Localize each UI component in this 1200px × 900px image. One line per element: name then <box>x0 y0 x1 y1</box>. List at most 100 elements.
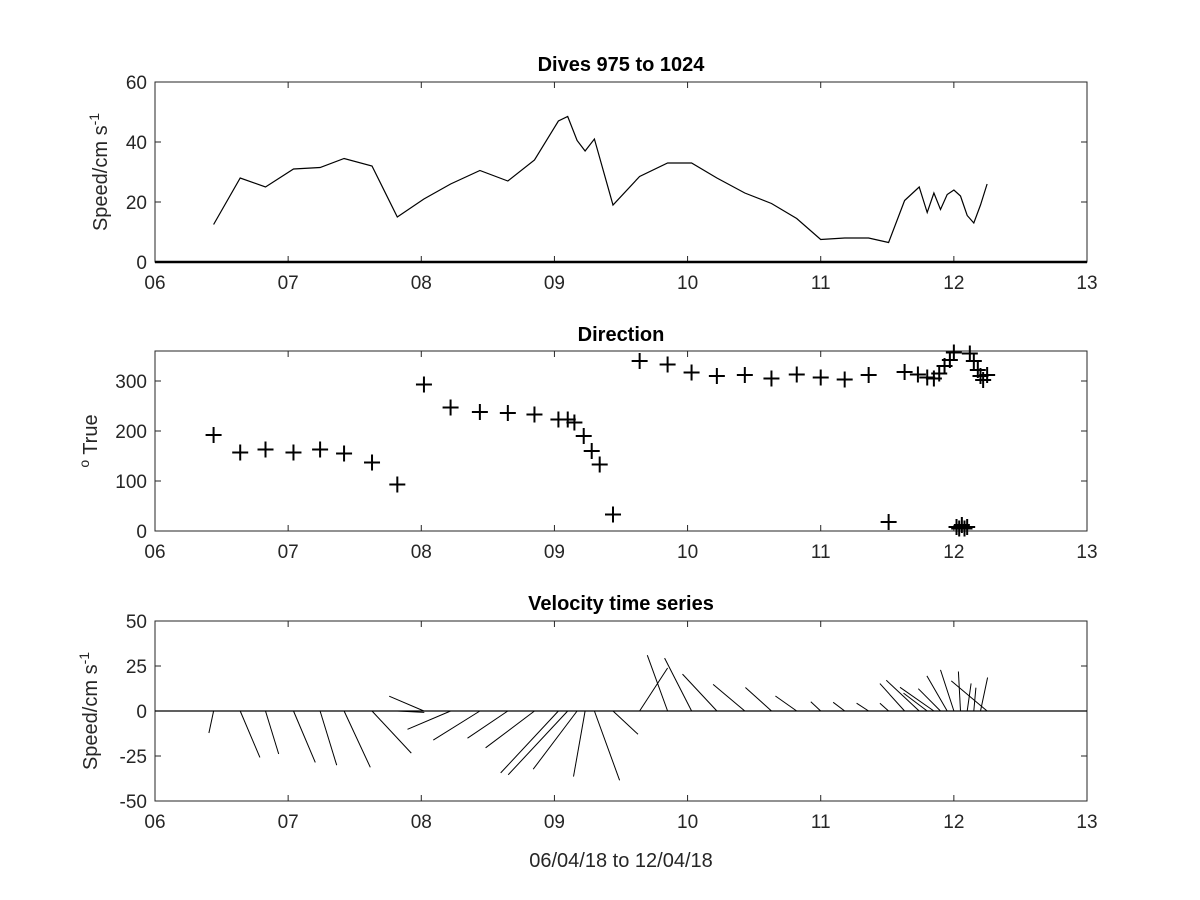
speed-ticks: 06 07 08 09 10 11 12 13 0 20 40 60 <box>126 73 1098 294</box>
direction-x-tick-label: 07 <box>278 542 299 563</box>
velocity-velocity-stick <box>433 710 481 741</box>
velocity-x-tick-label: 10 <box>677 812 698 833</box>
velocity-velocity-stick <box>957 671 961 712</box>
velocity-x-tick-label: 06 <box>144 812 165 833</box>
direction-plus-marker <box>631 353 648 369</box>
direction-plus-marker <box>285 444 302 461</box>
speed-chart-title: Dives 975 to 1024 <box>538 54 706 76</box>
direction-plus-marker <box>836 371 853 388</box>
velocity-chart-title: Velocity time series <box>528 593 714 615</box>
velocity-x-tick-label: 09 <box>544 812 565 833</box>
direction-panel: Direction 06 07 08 09 10 11 12 13 0 100 200 300 o Tr… <box>76 324 1098 563</box>
velocity-velocity-stick <box>682 673 718 712</box>
direction-plus-marker <box>364 454 381 471</box>
direction-plus-marker <box>559 411 576 428</box>
velocity-velocity-stick <box>810 701 822 712</box>
speed-y-axis-label: Speed/cm s-1 <box>86 113 112 231</box>
velocity-velocity-stick <box>980 677 989 712</box>
velocity-velocity-stick <box>903 692 928 712</box>
velocity-velocity-stick <box>500 710 559 774</box>
direction-chart-title: Direction <box>578 324 665 346</box>
direction-y-axis-label-base: True <box>80 414 102 454</box>
direction-x-tick-label: 13 <box>1076 542 1097 563</box>
direction-plus-marker <box>959 519 976 535</box>
velocity-y-tick-label: -25 <box>120 747 147 768</box>
direction-plus-marker <box>583 443 600 459</box>
speed-x-tick-label: 13 <box>1076 273 1097 294</box>
velocity-y-tick-label: 0 <box>136 702 147 723</box>
direction-plus-marker <box>736 367 753 383</box>
velocity-velocity-stick <box>639 667 669 712</box>
velocity-velocity-stick <box>950 680 988 712</box>
direction-y-tick-label: 100 <box>115 472 147 493</box>
direction-plus-marker <box>232 444 249 461</box>
velocity-velocity-stick <box>612 710 639 735</box>
velocity-velocity-stick <box>775 695 797 712</box>
velocity-y-tick-label: 50 <box>126 612 147 633</box>
direction-plus-marker <box>257 441 274 458</box>
speed-y-axis-label-sup: -1 <box>86 113 102 126</box>
velocity-x-tick-label: 07 <box>278 812 299 833</box>
speed-x-tick-label: 12 <box>943 273 964 294</box>
direction-x-tick-label: 12 <box>943 542 964 563</box>
direction-plus-marker <box>471 404 488 420</box>
velocity-velocity-stick <box>973 687 977 712</box>
direction-plus-marker <box>575 428 592 444</box>
velocity-velocity-stick <box>712 684 746 712</box>
direction-plus-marker <box>708 368 725 384</box>
velocity-velocity-stick <box>532 710 578 770</box>
velocity-velocity-stick <box>507 710 569 776</box>
velocity-y-tick-label: 25 <box>126 657 147 678</box>
direction-plus-marker <box>683 364 700 381</box>
speed-x-tick-label: 06 <box>144 273 165 294</box>
direction-plus-marker <box>909 366 926 383</box>
velocity-velocity-stick <box>397 710 425 713</box>
velocity-velocity-stick <box>573 710 586 777</box>
velocity-velocity-stick <box>407 710 451 730</box>
speed-x-tick-label: 08 <box>411 273 432 294</box>
direction-plus-marker <box>979 367 996 383</box>
direction-y-tick-label: 300 <box>115 372 147 393</box>
direction-plus-marker <box>591 456 608 473</box>
velocity-panel: Velocity time series 06 07 08 09 10 11 12 13 -50… <box>76 593 1098 872</box>
velocity-velocity-stick <box>389 695 425 712</box>
velocity-velocity-stick <box>926 675 948 712</box>
direction-plus-marker <box>961 345 978 362</box>
direction-plus-marker <box>566 414 583 431</box>
speed-y-tick-label: 20 <box>126 193 147 214</box>
velocity-velocity-stick <box>745 687 772 712</box>
direction-x-tick-label: 11 <box>811 542 831 563</box>
speed-x-tick-label: 11 <box>811 273 831 294</box>
velocity-velocity-stick <box>343 710 371 768</box>
velocity-velocity-stick <box>879 683 905 712</box>
direction-plus-marker <box>860 367 877 383</box>
direction-x-tick-label: 08 <box>411 542 432 563</box>
velocity-y-axis-label: Speed/cm s-1 <box>76 652 102 770</box>
velocity-velocity-stick <box>879 702 889 712</box>
velocity-velocity-stick <box>467 710 509 739</box>
direction-x-tick-label: 06 <box>144 542 165 563</box>
direction-marks <box>205 344 996 537</box>
velocity-velocity-stick <box>646 655 669 712</box>
direction-x-tick-label: 10 <box>677 542 698 563</box>
speed-x-tick-label: 10 <box>677 273 698 294</box>
direction-plus-marker <box>956 520 973 537</box>
velocity-y-axis-label-sup: -1 <box>76 652 92 665</box>
speed-panel: Dives 975 to 1024 06 07 08 09 10 11 12 13 0 20 40 6… <box>86 54 1098 294</box>
velocity-x-tick-label: 11 <box>811 812 831 833</box>
velocity-y-axis-label-base: Speed/cm s <box>80 664 102 770</box>
velocity-velocity-stick <box>593 710 621 781</box>
direction-plus-marker <box>415 376 432 393</box>
speed-series-line <box>213 115 988 244</box>
speed-y-axis-label-base: Speed/cm s <box>90 125 112 231</box>
speed-axes-box <box>154 81 1088 263</box>
velocity-velocity-stick <box>239 710 261 758</box>
speed-x-tick-label: 09 <box>544 273 565 294</box>
direction-plus-marker <box>389 476 406 493</box>
direction-plus-marker <box>763 370 780 387</box>
direction-plus-marker <box>659 356 676 373</box>
velocity-velocity-stick <box>917 688 941 712</box>
velocity-velocity-stick <box>940 669 955 712</box>
direction-plus-marker <box>788 366 805 383</box>
